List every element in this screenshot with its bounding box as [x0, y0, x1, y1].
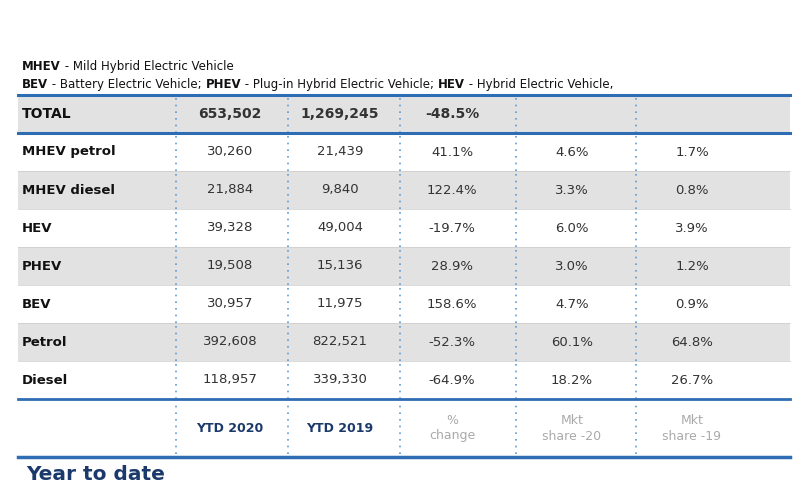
- Text: MHEV petrol: MHEV petrol: [22, 146, 116, 158]
- Text: YTD 2020: YTD 2020: [196, 422, 264, 435]
- Text: PHEV: PHEV: [22, 259, 62, 273]
- Text: 9,840: 9,840: [321, 184, 359, 197]
- Text: BEV: BEV: [22, 78, 48, 91]
- Bar: [18, 95, 790, 133]
- Text: HEV: HEV: [438, 78, 465, 91]
- Text: 30,260: 30,260: [207, 146, 253, 158]
- Text: 822,521: 822,521: [313, 336, 367, 348]
- Text: 122.4%: 122.4%: [426, 184, 478, 197]
- Text: TOTAL: TOTAL: [22, 107, 72, 121]
- Text: 4.6%: 4.6%: [555, 146, 589, 158]
- Text: 21,884: 21,884: [207, 184, 253, 197]
- Text: Diesel: Diesel: [22, 374, 68, 387]
- Text: 1.7%: 1.7%: [675, 146, 709, 158]
- Text: 15,136: 15,136: [317, 259, 363, 273]
- Text: 118,957: 118,957: [202, 374, 258, 387]
- Text: 39,328: 39,328: [207, 221, 253, 235]
- Text: 653,502: 653,502: [198, 107, 262, 121]
- Text: 0.9%: 0.9%: [675, 297, 709, 310]
- Text: -19.7%: -19.7%: [429, 221, 475, 235]
- Text: MHEV: MHEV: [22, 60, 61, 73]
- Bar: [18, 458, 790, 490]
- Text: 1.2%: 1.2%: [675, 259, 709, 273]
- Text: 3.0%: 3.0%: [555, 259, 589, 273]
- Text: 18.2%: 18.2%: [551, 374, 593, 387]
- Bar: [18, 323, 790, 361]
- Text: -64.9%: -64.9%: [429, 374, 475, 387]
- Text: 41.1%: 41.1%: [431, 146, 473, 158]
- Text: 392,608: 392,608: [202, 336, 258, 348]
- Text: 3.3%: 3.3%: [555, 184, 589, 197]
- Text: 49,004: 49,004: [317, 221, 363, 235]
- Text: 26.7%: 26.7%: [671, 374, 713, 387]
- Text: 3.9%: 3.9%: [675, 221, 709, 235]
- Text: MHEV diesel: MHEV diesel: [22, 184, 115, 197]
- Bar: [18, 247, 790, 285]
- Text: - Mild Hybrid Electric Vehicle: - Mild Hybrid Electric Vehicle: [61, 60, 234, 73]
- Text: Mkt
share -19: Mkt share -19: [662, 413, 722, 443]
- Text: 60.1%: 60.1%: [551, 336, 593, 348]
- Text: 64.8%: 64.8%: [671, 336, 713, 348]
- Text: - Battery Electric Vehicle;: - Battery Electric Vehicle;: [48, 78, 206, 91]
- Text: 6.0%: 6.0%: [555, 221, 589, 235]
- Text: - Hybrid Electric Vehicle,: - Hybrid Electric Vehicle,: [465, 78, 614, 91]
- Text: %
change: % change: [429, 413, 475, 443]
- Text: 11,975: 11,975: [317, 297, 363, 310]
- Text: YTD 2019: YTD 2019: [306, 422, 374, 435]
- Text: 30,957: 30,957: [207, 297, 253, 310]
- Text: 0.8%: 0.8%: [675, 184, 709, 197]
- Text: 339,330: 339,330: [313, 374, 367, 387]
- Text: 1,269,245: 1,269,245: [301, 107, 379, 121]
- Text: -48.5%: -48.5%: [425, 107, 479, 121]
- Text: Petrol: Petrol: [22, 336, 67, 348]
- Bar: [18, 171, 790, 209]
- Text: 28.9%: 28.9%: [431, 259, 473, 273]
- Bar: [18, 133, 790, 171]
- Bar: [18, 361, 790, 399]
- Text: - Plug-in Hybrid Electric Vehicle;: - Plug-in Hybrid Electric Vehicle;: [241, 78, 438, 91]
- Text: 158.6%: 158.6%: [426, 297, 478, 310]
- Text: 19,508: 19,508: [207, 259, 253, 273]
- Text: 21,439: 21,439: [317, 146, 363, 158]
- Text: PHEV: PHEV: [206, 78, 241, 91]
- Bar: [18, 400, 790, 456]
- Bar: [18, 285, 790, 323]
- Text: BEV: BEV: [22, 297, 51, 310]
- Bar: [18, 209, 790, 247]
- Text: -52.3%: -52.3%: [429, 336, 475, 348]
- Text: HEV: HEV: [22, 221, 53, 235]
- Text: 4.7%: 4.7%: [555, 297, 589, 310]
- Text: Mkt
share -20: Mkt share -20: [542, 413, 602, 443]
- Text: Year to date: Year to date: [26, 464, 165, 484]
